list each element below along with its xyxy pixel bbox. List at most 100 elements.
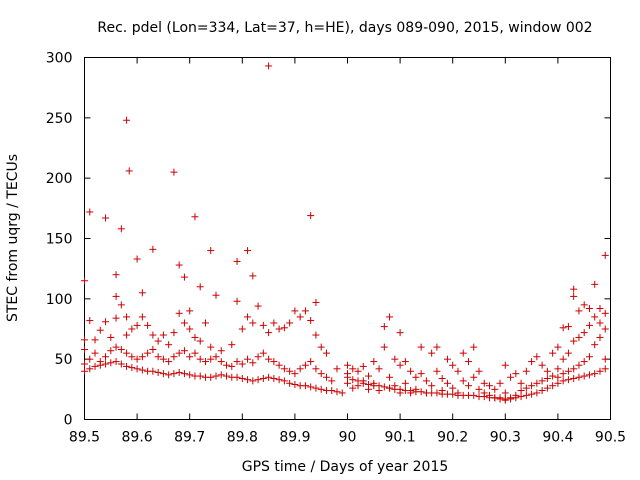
data-point (344, 379, 351, 387)
data-point (370, 358, 378, 366)
data-point (543, 374, 551, 382)
data-point (533, 389, 541, 397)
data-point (254, 302, 262, 310)
data-point (307, 383, 315, 391)
data-point (138, 313, 146, 321)
data-point (91, 336, 99, 344)
data-point (138, 366, 146, 374)
data-point (528, 382, 536, 390)
data-point (233, 297, 241, 305)
data-point (207, 355, 215, 363)
data-point (233, 257, 241, 265)
data-point (117, 346, 125, 354)
data-point (570, 285, 578, 293)
data-point (533, 379, 541, 387)
data-point (438, 374, 446, 382)
data-point (102, 360, 110, 368)
data-point (517, 393, 525, 401)
y-tick-label: 150 (46, 232, 73, 248)
data-point (112, 314, 120, 322)
data-point (359, 379, 367, 387)
data-point (254, 376, 262, 384)
data-point (186, 353, 194, 361)
data-point (259, 349, 267, 357)
data-point (191, 213, 199, 221)
data-point (133, 321, 141, 329)
data-point (575, 373, 583, 381)
data-point (186, 307, 194, 315)
data-point (102, 318, 110, 326)
data-point (496, 394, 504, 402)
data-point (249, 272, 257, 280)
data-point (559, 324, 567, 332)
data-point (312, 365, 320, 373)
data-point (580, 329, 588, 337)
data-point (196, 283, 204, 291)
data-point (301, 382, 309, 390)
data-point (307, 212, 315, 220)
data-point (349, 365, 357, 373)
y-tick-label: 50 (55, 352, 73, 368)
data-point (338, 389, 346, 397)
data-point (223, 361, 231, 369)
data-point (322, 373, 330, 381)
data-point (286, 319, 294, 327)
data-point (170, 353, 178, 361)
data-point (491, 385, 499, 393)
data-point (428, 349, 436, 357)
data-point (86, 365, 94, 373)
data-point (480, 393, 488, 401)
data-point (596, 367, 604, 375)
data-point (554, 365, 562, 373)
data-point (244, 247, 252, 255)
data-point (591, 341, 599, 349)
data-point (228, 362, 236, 370)
y-tick-label: 100 (46, 292, 73, 308)
data-point (496, 379, 504, 387)
data-point (149, 367, 157, 375)
data-point (123, 331, 131, 339)
data-point (322, 349, 330, 357)
data-point (564, 349, 572, 357)
data-point (244, 313, 252, 321)
data-point (259, 321, 267, 329)
data-point (201, 358, 209, 366)
x-tick-label: 89.5 (69, 430, 100, 446)
data-point (312, 384, 320, 392)
data-point (449, 361, 457, 369)
data-point (554, 379, 562, 387)
data-points (81, 62, 609, 404)
data-point (585, 321, 593, 329)
data-point (512, 394, 520, 402)
data-point (386, 313, 394, 321)
data-point (601, 325, 609, 333)
data-point (401, 358, 409, 366)
data-point (528, 358, 536, 366)
data-point (596, 319, 604, 327)
data-point (307, 358, 315, 366)
data-point (501, 389, 509, 397)
y-tick-label: 200 (46, 171, 73, 187)
data-point (543, 367, 551, 375)
data-point (265, 62, 273, 70)
data-point (375, 365, 383, 373)
x-tick-label: 89.7 (174, 430, 205, 446)
data-point (470, 391, 478, 399)
data-point (538, 361, 546, 369)
data-point (333, 365, 341, 373)
x-tick-label: 90.5 (595, 430, 626, 446)
data-point (107, 347, 115, 355)
data-point (454, 367, 462, 375)
data-point (349, 384, 357, 392)
x-tick-label: 90.4 (542, 430, 573, 446)
data-point (96, 361, 104, 369)
data-point (259, 374, 267, 382)
data-point (470, 343, 478, 351)
data-point (249, 359, 257, 367)
chart-title: Rec. pdel (Lon=334, Lat=37, h=HE), days … (97, 20, 592, 36)
x-tick-label: 89.6 (122, 430, 153, 446)
data-point (96, 326, 104, 334)
data-point (443, 355, 451, 363)
data-point (549, 382, 557, 390)
